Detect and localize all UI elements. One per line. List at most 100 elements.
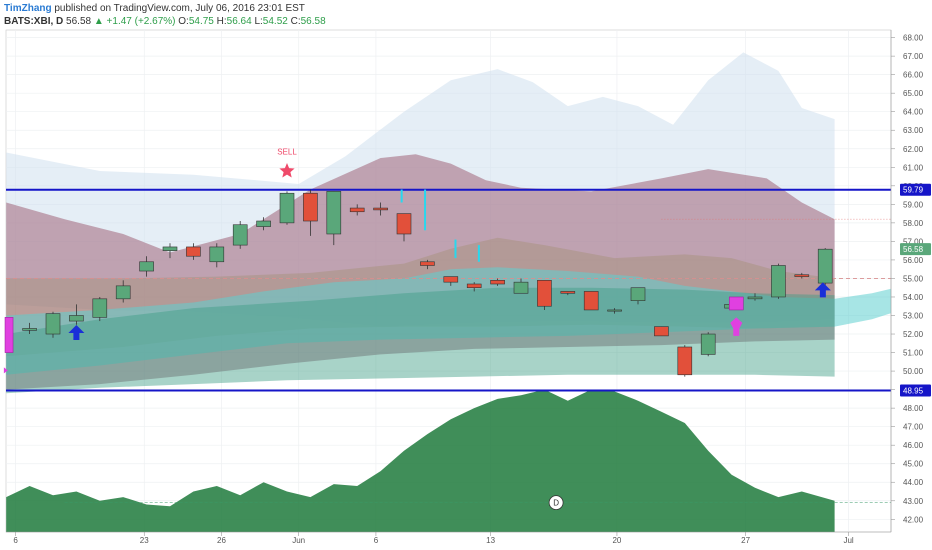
dividend-badge-label: D xyxy=(553,499,559,508)
price-label-box xyxy=(900,243,931,256)
price-label-text: 59.79 xyxy=(903,186,924,195)
time-axis: 62326Jun6132027Jul11 xyxy=(13,532,854,545)
high-label: H: xyxy=(216,16,227,27)
header-line-1: TimZhang published on TradingView.com, J… xyxy=(4,2,326,15)
candle-body xyxy=(490,280,505,285)
y-tick-label: 63.00 xyxy=(903,126,924,135)
price-label-text: 56.58 xyxy=(903,245,924,254)
candle-body xyxy=(466,283,482,289)
highlight-candle xyxy=(4,317,14,353)
author-name[interactable]: TimZhang xyxy=(4,3,52,14)
candle-body xyxy=(560,291,576,294)
candle-body xyxy=(209,246,225,263)
candle xyxy=(443,276,459,286)
y-tick-label: 61.00 xyxy=(903,163,924,172)
candle-body xyxy=(420,261,435,266)
candle xyxy=(45,311,61,338)
x-tick-label: 6 xyxy=(374,536,379,545)
price-change: +1.47 (+2.67%) xyxy=(106,16,176,27)
candle-body xyxy=(279,192,295,224)
highlight-candle xyxy=(728,296,744,311)
x-tick-label: 23 xyxy=(140,536,149,545)
pink-marker-icon xyxy=(3,367,8,374)
y-tick-label: 67.00 xyxy=(903,52,924,61)
candle-body xyxy=(303,192,318,222)
y-tick-label: 56.00 xyxy=(903,256,924,265)
dividend-badge-circle xyxy=(548,495,564,511)
candle xyxy=(560,291,576,296)
y-tick-label: 64.00 xyxy=(903,108,924,117)
candle xyxy=(349,204,365,216)
price-labels: 59.79 56.58 48.95 xyxy=(900,183,931,397)
y-tick-label: 44.00 xyxy=(903,478,924,487)
candle xyxy=(630,287,646,305)
candle xyxy=(69,304,84,325)
candle xyxy=(162,243,178,259)
candle xyxy=(303,189,318,236)
candle xyxy=(677,345,693,377)
candle xyxy=(747,293,763,301)
candle-body xyxy=(537,280,552,307)
last-price: 56.58 xyxy=(66,16,92,27)
y-tick-label: 57.00 xyxy=(903,237,924,246)
candle-body xyxy=(186,246,201,257)
candle-body xyxy=(654,326,669,337)
candle-body xyxy=(92,298,108,318)
candle xyxy=(654,326,669,337)
y-tick-label: 51.00 xyxy=(903,349,924,358)
candle-body xyxy=(396,213,412,235)
candle xyxy=(396,213,412,242)
candle-body xyxy=(794,274,810,277)
candle xyxy=(256,217,271,231)
header-line-2: BATS:XBI, D 56.58 ▲ +1.47 (+2.67%) O:54.… xyxy=(4,15,326,28)
volume-area-green xyxy=(6,389,835,532)
candle xyxy=(326,191,342,246)
candle-body xyxy=(373,207,388,211)
candle-body xyxy=(115,285,131,300)
candle xyxy=(22,322,37,335)
candle xyxy=(186,243,201,260)
low-label: L: xyxy=(254,16,263,27)
y-tick-label: 54.00 xyxy=(903,293,924,302)
candle xyxy=(513,278,529,294)
candle-body xyxy=(747,296,763,300)
y-tick-label: 58.00 xyxy=(903,219,924,228)
candle xyxy=(583,291,599,311)
candle xyxy=(537,280,552,310)
cloud-teal xyxy=(6,287,835,394)
candle-body xyxy=(69,315,84,322)
candle-body xyxy=(162,246,178,251)
sell-label: SELL xyxy=(277,147,297,156)
level-lines xyxy=(6,188,891,503)
candle xyxy=(700,332,716,357)
x-tick-label: 26 xyxy=(217,536,226,545)
sell-star-icon xyxy=(279,163,295,178)
candles xyxy=(22,189,833,377)
candle-body xyxy=(232,224,248,246)
y-tick-label: 42.00 xyxy=(903,515,924,524)
buy-arrow-icon xyxy=(68,325,85,341)
x-tick-label: 6 xyxy=(13,536,18,545)
signal-marks: SELL D xyxy=(3,147,831,511)
open-value: 54.75 xyxy=(188,16,214,27)
y-tick-label: 65.00 xyxy=(903,89,924,98)
low-value: 54.52 xyxy=(262,16,288,27)
candle xyxy=(490,278,505,286)
candle-body xyxy=(443,276,459,283)
up-triangle-icon: ▲ xyxy=(93,16,104,27)
candle xyxy=(209,243,225,268)
candle xyxy=(139,256,154,277)
candle-body xyxy=(45,313,61,335)
y-tick-label: 47.00 xyxy=(903,423,924,432)
y-tick-label: 62.00 xyxy=(903,145,924,154)
candle-body xyxy=(326,191,342,235)
x-tick-label: Jul xyxy=(843,536,853,545)
x-tick-label: Jun xyxy=(292,536,305,545)
close-label: C: xyxy=(290,16,301,27)
candle-body xyxy=(700,333,716,355)
candle-body xyxy=(607,309,622,312)
y-tick-label: 43.00 xyxy=(903,497,924,506)
y-tick-label: 45.00 xyxy=(903,460,924,469)
candle xyxy=(279,191,295,225)
